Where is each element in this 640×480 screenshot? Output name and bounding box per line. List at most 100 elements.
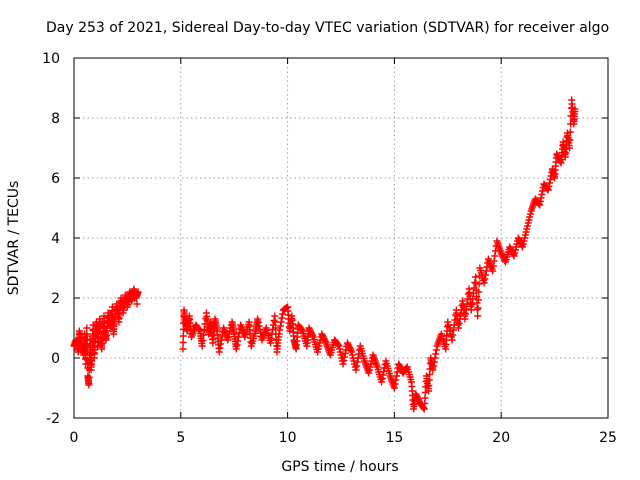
x-tick-label: 20 xyxy=(492,430,510,446)
data-point xyxy=(267,335,275,342)
data-point xyxy=(255,322,263,330)
data-point xyxy=(482,267,490,275)
data-point xyxy=(489,262,497,270)
data-point xyxy=(339,360,347,368)
data-point xyxy=(469,295,477,303)
data-point xyxy=(234,333,242,341)
data-point xyxy=(545,183,553,190)
data-point xyxy=(536,201,544,209)
data-point xyxy=(271,324,279,332)
data-point xyxy=(481,275,489,283)
data-point xyxy=(353,358,361,366)
data-point xyxy=(449,331,457,339)
data-point xyxy=(353,362,361,370)
y-tick-label: 4 xyxy=(51,231,60,247)
data-point xyxy=(420,404,428,412)
data-point xyxy=(462,310,470,318)
data-point xyxy=(403,364,411,372)
x-tick-labels: 0 5 10 15 20 25 xyxy=(70,430,617,446)
data-point xyxy=(254,315,262,323)
data-point xyxy=(83,324,91,332)
data-point xyxy=(217,336,225,344)
data-point xyxy=(341,350,349,357)
data-point xyxy=(475,280,483,288)
data-point xyxy=(379,371,387,379)
data-point xyxy=(232,345,240,353)
data-point xyxy=(491,252,499,260)
data-point xyxy=(278,314,286,322)
data-point xyxy=(566,136,574,144)
data-point xyxy=(217,340,225,348)
data-point xyxy=(347,347,355,354)
data-point xyxy=(431,354,439,362)
data-point xyxy=(518,242,526,249)
data-point xyxy=(472,273,480,281)
data-point xyxy=(267,339,275,347)
data-point xyxy=(85,374,93,381)
data-point xyxy=(392,376,400,384)
data-point xyxy=(454,324,462,332)
data-point xyxy=(276,326,284,334)
axis-ticks xyxy=(73,57,609,419)
data-point xyxy=(471,279,479,286)
data-point xyxy=(537,194,545,202)
data-point xyxy=(340,357,348,364)
data-point xyxy=(271,318,279,326)
data-point xyxy=(233,341,241,349)
y-tick-label: 6 xyxy=(51,171,60,187)
data-point xyxy=(462,305,470,313)
data-point xyxy=(321,338,329,345)
data-point xyxy=(352,366,360,374)
y-tick-label: 2 xyxy=(51,291,60,307)
x-tick-label: 0 xyxy=(70,430,79,446)
data-point xyxy=(474,304,482,312)
data-point xyxy=(334,341,342,349)
data-point xyxy=(270,317,278,324)
data-point xyxy=(544,186,552,194)
y-tick-label: 10 xyxy=(42,51,60,67)
data-point xyxy=(378,378,386,386)
data-point xyxy=(215,348,223,356)
data-point xyxy=(298,326,306,334)
data-point xyxy=(430,362,438,370)
data-point xyxy=(279,310,287,318)
data-point xyxy=(546,179,554,187)
x-tick-label: 5 xyxy=(176,430,185,446)
data-point xyxy=(390,384,398,392)
data-point xyxy=(378,375,386,382)
data-point xyxy=(458,302,466,309)
data-point xyxy=(461,315,469,323)
data-point xyxy=(430,358,438,366)
data-point xyxy=(309,332,317,339)
data-point xyxy=(179,345,187,353)
data-point xyxy=(473,306,481,313)
data-point xyxy=(566,128,574,136)
data-point xyxy=(275,330,283,338)
data-point xyxy=(480,279,488,287)
data-point xyxy=(432,350,440,358)
data-point xyxy=(489,267,497,275)
data-point xyxy=(538,187,546,195)
data-point xyxy=(179,339,187,346)
data-point xyxy=(467,306,475,314)
data-point xyxy=(474,296,482,304)
y-tick-label: -2 xyxy=(46,411,60,427)
data-point xyxy=(391,380,399,388)
y-tick-labels: -2 0 2 4 6 8 10 xyxy=(42,51,60,427)
data-point xyxy=(571,105,579,113)
data-point xyxy=(566,144,574,152)
data-point xyxy=(133,300,141,308)
data-point xyxy=(490,257,498,265)
data-point xyxy=(509,251,517,258)
data-point xyxy=(276,322,284,330)
data-points xyxy=(70,96,579,413)
grid xyxy=(74,58,608,418)
y-tick-label: 8 xyxy=(51,111,60,127)
data-point xyxy=(85,381,93,389)
data-point xyxy=(468,301,476,308)
data-point xyxy=(538,191,546,198)
data-point xyxy=(216,344,224,352)
data-point xyxy=(277,318,285,326)
data-point xyxy=(393,372,401,380)
